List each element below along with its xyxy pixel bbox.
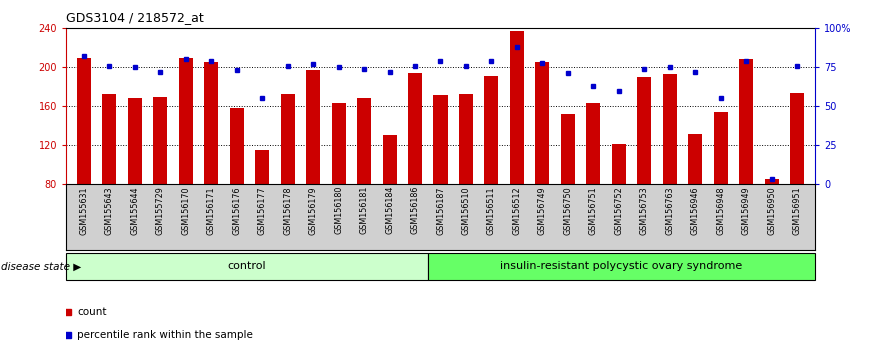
Text: GSM156170: GSM156170 [181,186,190,235]
Bar [204,62,218,184]
Bar [66,253,427,280]
Text: GSM156750: GSM156750 [563,186,573,235]
Bar [306,70,320,184]
Text: GSM156752: GSM156752 [614,186,623,235]
Bar [230,108,244,184]
Text: GSM156171: GSM156171 [207,186,216,235]
Bar [459,93,473,184]
Bar [281,93,294,184]
Text: GSM155729: GSM155729 [156,186,165,235]
Text: GSM156176: GSM156176 [233,186,241,235]
Text: GSM156184: GSM156184 [385,186,394,234]
Bar [102,93,116,184]
Text: GSM156177: GSM156177 [258,186,267,235]
Text: GSM156949: GSM156949 [742,186,751,235]
Text: GSM156951: GSM156951 [793,186,802,235]
Text: GSM156510: GSM156510 [462,186,470,235]
Text: GSM156749: GSM156749 [538,186,547,235]
Text: GSM156181: GSM156181 [359,186,368,234]
Text: GSM155644: GSM155644 [130,186,139,235]
Text: control: control [227,261,266,272]
Text: GSM156751: GSM156751 [589,186,598,235]
Bar [427,253,815,280]
Bar [688,135,702,184]
Bar [255,150,270,184]
Text: GSM156946: GSM156946 [691,186,700,235]
Bar [179,58,193,184]
Text: GSM156178: GSM156178 [283,186,292,235]
Bar [485,76,499,184]
Text: GSM156948: GSM156948 [716,186,725,235]
Bar [587,103,600,184]
Text: insulin-resistant polycystic ovary syndrome: insulin-resistant polycystic ovary syndr… [500,261,743,272]
Text: GSM156179: GSM156179 [308,186,318,235]
Bar [637,77,651,184]
Bar [382,136,396,184]
Bar [739,59,753,184]
Text: GSM156180: GSM156180 [334,186,343,234]
Text: GSM155631: GSM155631 [79,186,88,235]
Text: disease state ▶: disease state ▶ [1,261,81,272]
Text: percentile rank within the sample: percentile rank within the sample [78,330,253,341]
Text: GSM156763: GSM156763 [665,186,674,235]
Text: GSM156753: GSM156753 [640,186,648,235]
Text: GDS3104 / 218572_at: GDS3104 / 218572_at [66,11,204,24]
Bar [765,179,779,184]
Bar [611,144,626,184]
Text: GSM155643: GSM155643 [105,186,114,235]
Bar [714,112,728,184]
Text: GSM156186: GSM156186 [411,186,419,234]
Bar [357,98,371,184]
Bar [663,74,677,184]
Text: GSM156187: GSM156187 [436,186,445,235]
Text: count: count [78,307,107,318]
Bar [510,31,524,184]
Bar [128,98,142,184]
Bar [536,62,550,184]
Text: GSM156512: GSM156512 [513,186,522,235]
Text: GSM156950: GSM156950 [767,186,776,235]
Bar [77,58,91,184]
Bar [433,95,448,184]
Bar [790,93,804,184]
Text: GSM156511: GSM156511 [487,186,496,235]
Bar [408,73,422,184]
Bar [561,114,575,184]
Bar [331,103,345,184]
Bar [153,97,167,184]
